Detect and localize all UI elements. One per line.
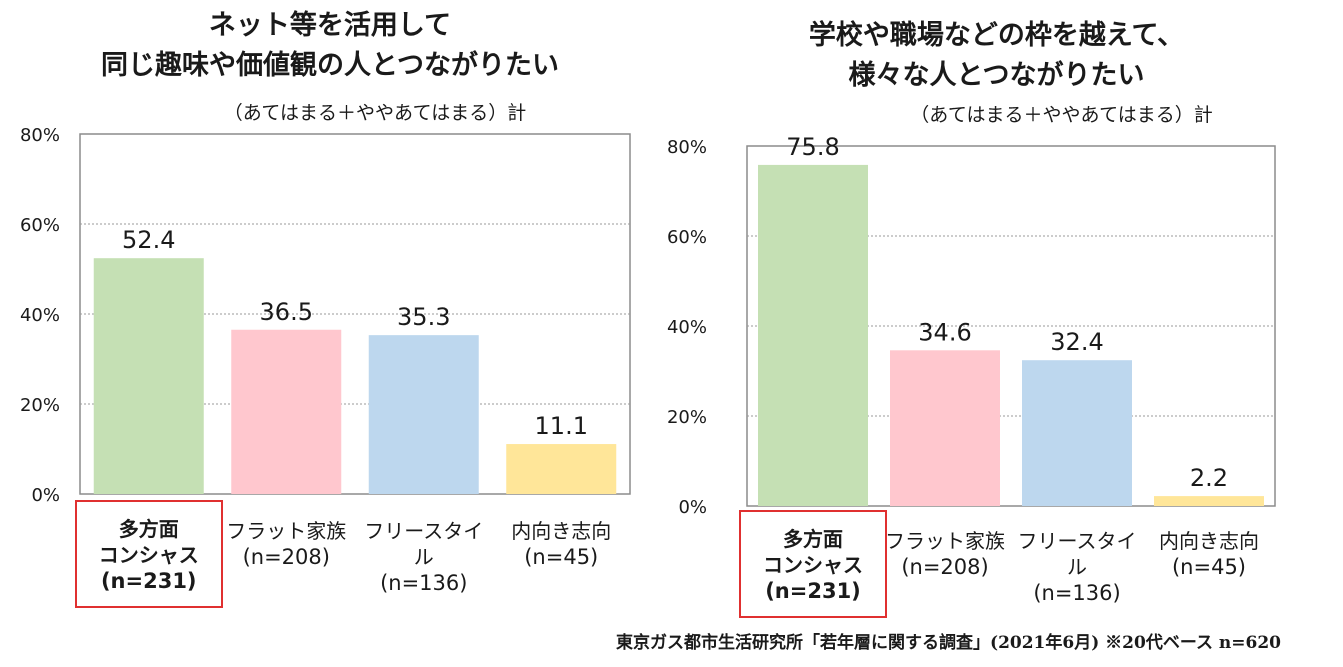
- data-label: 36.5: [260, 298, 313, 326]
- y-tick-label: 20%: [20, 395, 60, 416]
- y-tick-label: 0%: [31, 485, 60, 506]
- x-category-label: フリースタイル (n=136): [1009, 528, 1145, 606]
- category-name: フリースタイル: [1017, 529, 1137, 579]
- data-label: 34.6: [918, 318, 971, 346]
- y-tick-label: 60%: [20, 215, 60, 236]
- x-category-label: 内向き志向 (n=45): [1141, 528, 1277, 580]
- data-label: 52.4: [122, 226, 175, 254]
- data-label: 2.2: [1190, 464, 1228, 492]
- bar: [758, 164, 868, 506]
- category-name: フラット家族: [885, 529, 1005, 553]
- category-name: フリースタイル: [364, 519, 484, 569]
- source-footnote: 東京ガス都市生活研究所「若年層に関する調査」(2021年6月) ※20代ベース …: [616, 633, 1281, 653]
- chart-title: 学校や職場などの枠を越えて、 様々な人とつながりたい: [650, 16, 1343, 96]
- chart-title-line-1: ネット等を活用して: [208, 10, 452, 41]
- bar: [231, 329, 342, 494]
- sample-size: (n=231): [765, 579, 861, 603]
- x-category-label: 多方面 コンシャス (n=231): [739, 510, 887, 618]
- data-label: 11.1: [535, 412, 588, 440]
- chart-subtitle: （あてはまる＋ややあてはまる）計: [223, 102, 527, 124]
- category-name: コンシャス: [763, 553, 863, 577]
- category-name: フラット家族: [226, 519, 347, 543]
- y-tick-label: 60%: [667, 227, 707, 248]
- sample-size: (n=45): [1171, 555, 1246, 579]
- category-name: コンシャス: [98, 543, 199, 567]
- y-tick-label: 20%: [667, 407, 707, 428]
- bar-plot: 0% 20% 40% 60% 80% 75.8 34.6 32.4 2.2: [667, 133, 1276, 518]
- sample-size: (n=136): [380, 571, 468, 595]
- chart-title-line-2: 様々な人とつながりたい: [848, 60, 1145, 91]
- y-tick-label: 40%: [667, 317, 707, 338]
- sample-size: (n=231): [100, 569, 197, 593]
- bar: [890, 350, 1000, 506]
- sample-size: (n=208): [242, 545, 330, 569]
- chart-title-line-1: 学校や職場などの枠を越えて、: [808, 20, 1185, 51]
- chart-net-hobby-values: ネット等を活用して 同じ趣味や価値観の人とつながりたい （あてはまる＋ややあては…: [0, 0, 660, 630]
- x-category-label: フラット家族 (n=208): [877, 528, 1013, 580]
- sample-size: (n=208): [901, 555, 989, 579]
- bar: [1022, 360, 1132, 506]
- bar: [93, 258, 204, 494]
- chart-title: ネット等を活用して 同じ趣味や価値観の人とつながりたい: [0, 6, 660, 86]
- chart-beyond-school-work: 学校や職場などの枠を越えて、 様々な人とつながりたい （あてはまる＋ややあてはま…: [650, 0, 1343, 630]
- bar-plot: 0% 20% 40% 60% 80% 52.4 36.5 35.3 11.1: [20, 125, 631, 506]
- y-tick-label: 0%: [678, 497, 707, 518]
- y-tick-label: 80%: [667, 137, 707, 158]
- y-tick-label: 40%: [20, 305, 60, 326]
- data-label: 75.8: [786, 133, 839, 161]
- x-category-label: フリースタイル (n=136): [356, 518, 492, 596]
- x-category-label: 多方面 コンシャス (n=231): [74, 500, 223, 608]
- category-name: 多方面: [118, 517, 179, 541]
- sample-size: (n=136): [1033, 581, 1121, 605]
- bar: [368, 335, 479, 494]
- category-name: 多方面: [783, 527, 843, 551]
- x-category-label: フラット家族 (n=208): [218, 518, 354, 570]
- y-tick-label: 80%: [20, 125, 60, 146]
- chart-title-line-2: 同じ趣味や価値観の人とつながりたい: [101, 50, 559, 81]
- sample-size: (n=45): [524, 545, 599, 569]
- data-label: 35.3: [397, 303, 450, 331]
- x-category-label: 内向き志向 (n=45): [493, 518, 629, 570]
- bar: [506, 444, 617, 494]
- category-name: 内向き志向: [511, 519, 612, 543]
- category-name: 内向き志向: [1159, 529, 1259, 553]
- data-label: 32.4: [1050, 328, 1103, 356]
- chart-subtitle: （あてはまる＋ややあてはまる）計: [910, 104, 1213, 126]
- bar: [1154, 496, 1264, 506]
